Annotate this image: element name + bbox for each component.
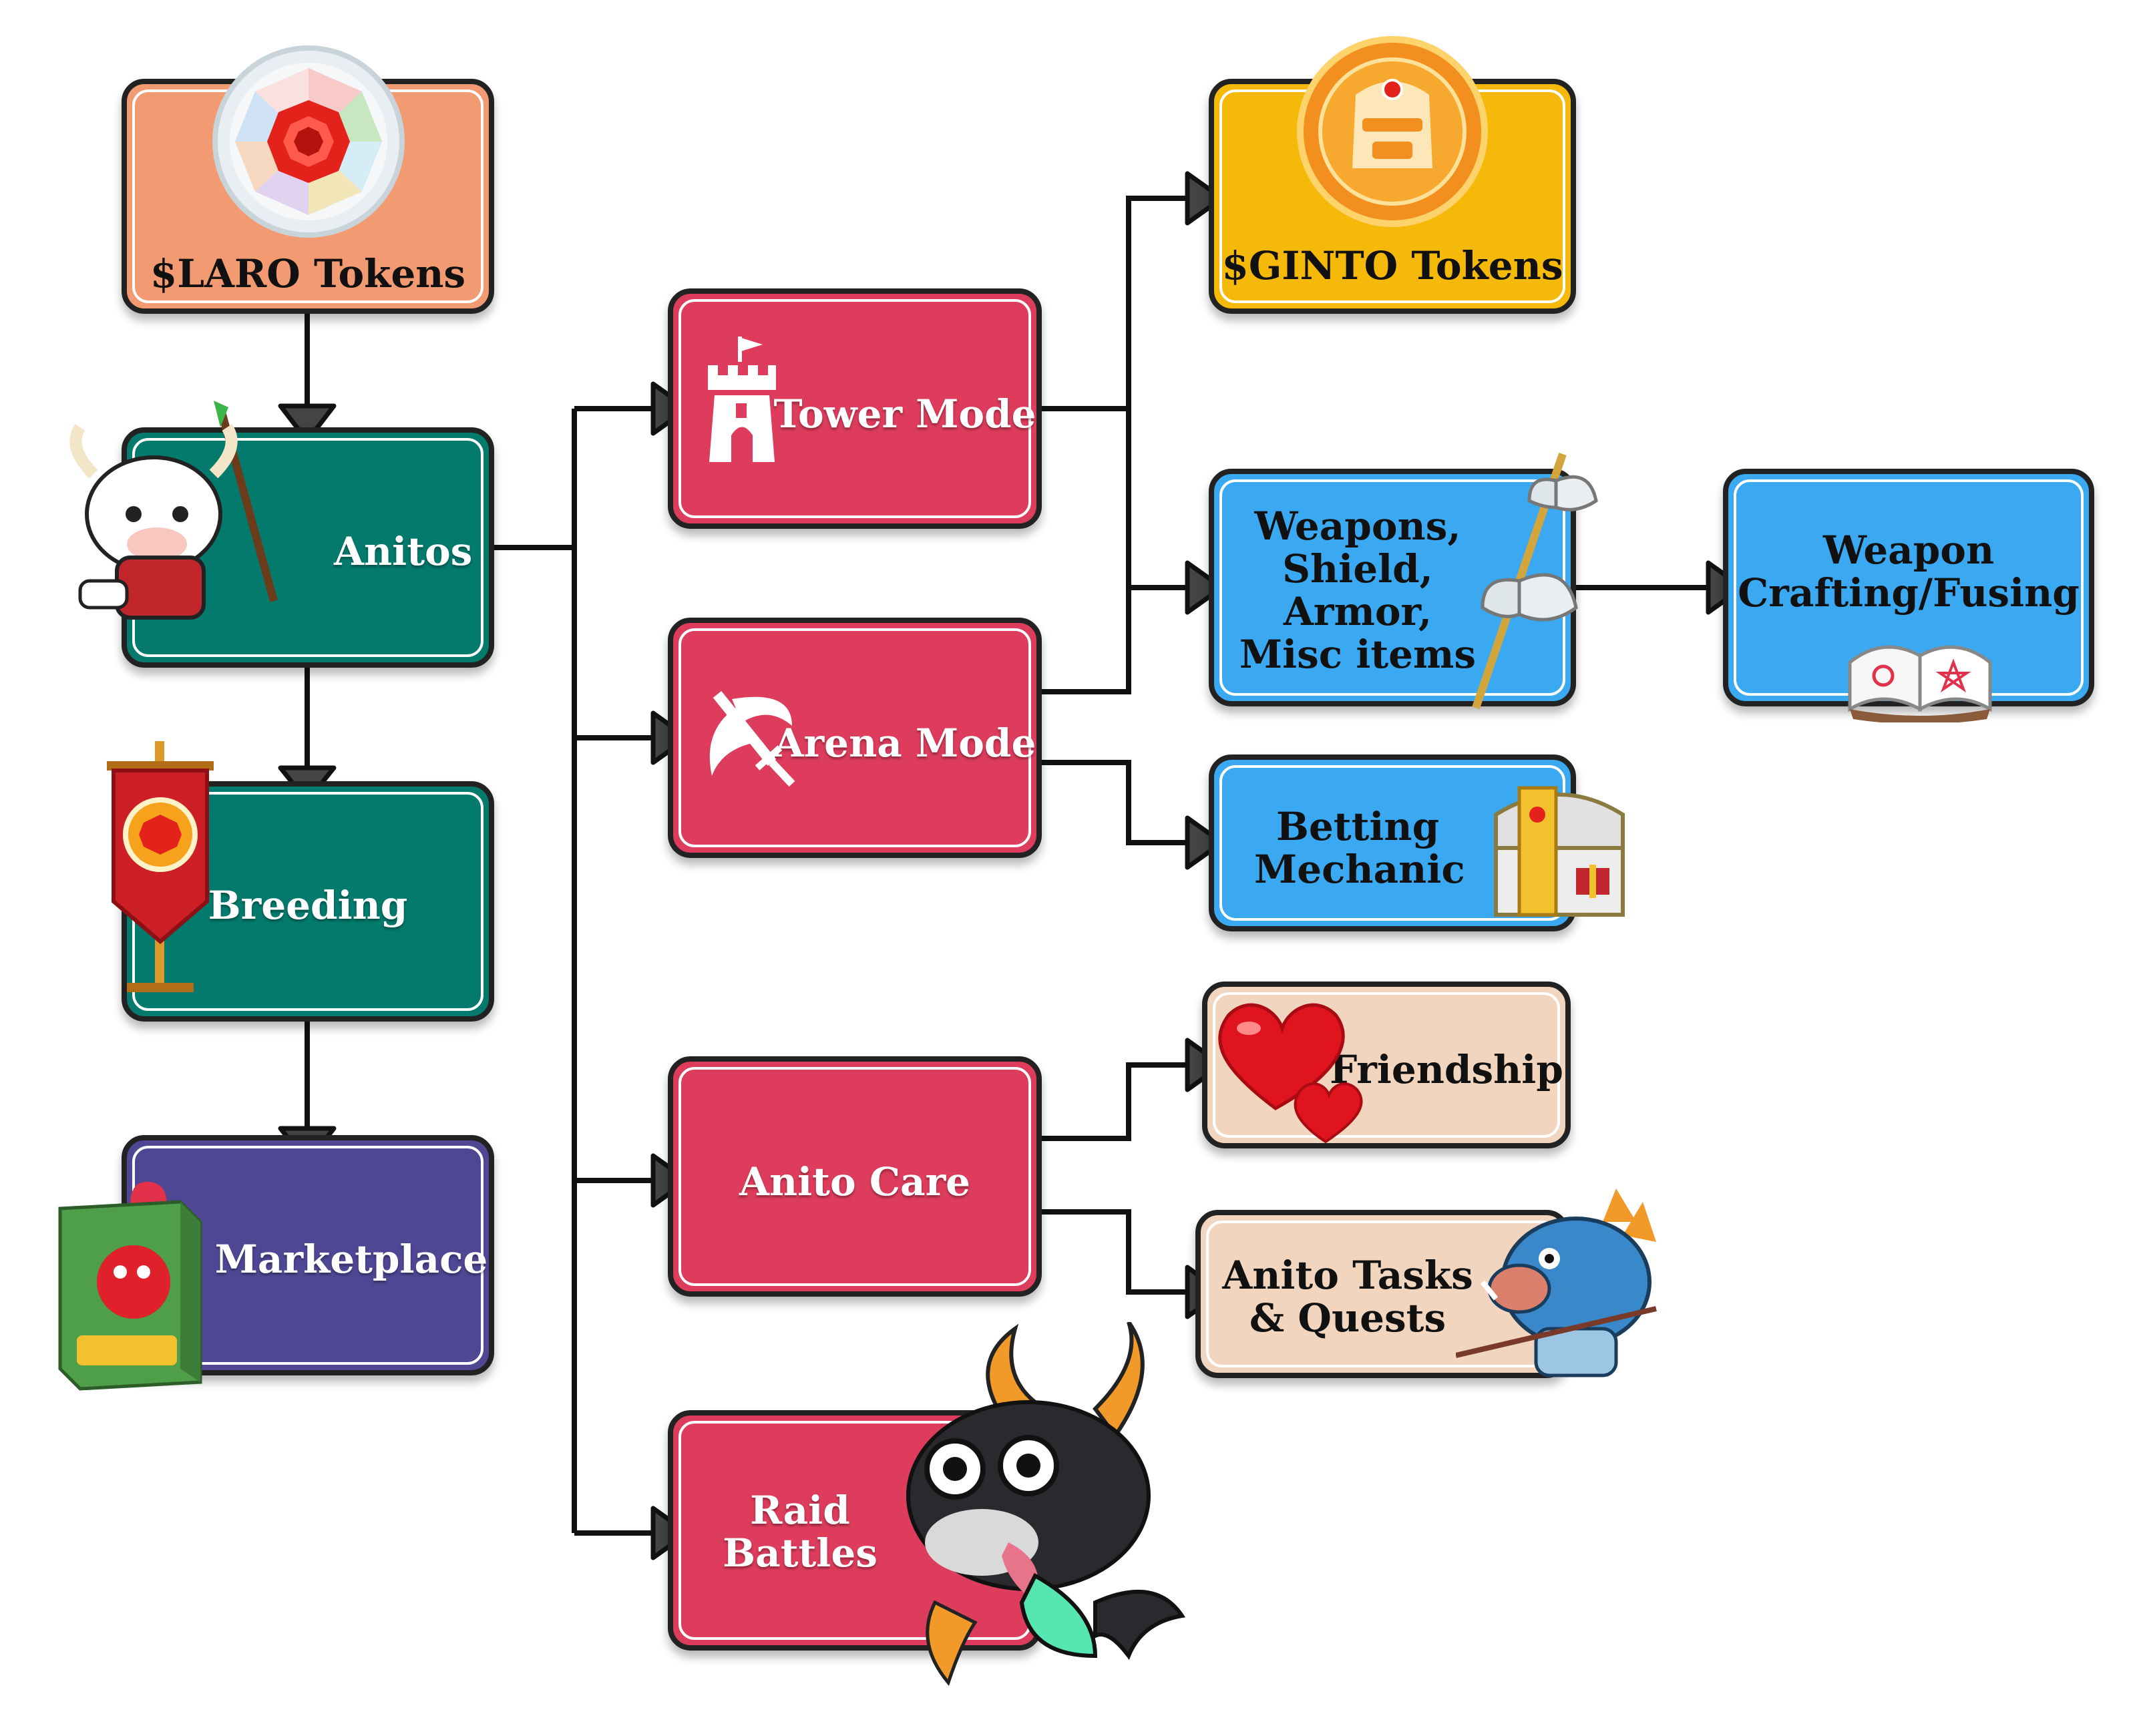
collectible-box-icon [58, 1182, 202, 1391]
crossed-swords-icon [709, 690, 795, 787]
weapons-line1: Weapons, [1254, 503, 1461, 549]
anito-tasks-line1: Anito Tasks [1222, 1253, 1473, 1298]
arena-mode-node[interactable]: Arena Mode [668, 618, 1042, 858]
weapons-line2: Shield, [1282, 546, 1433, 592]
anito-care-label: Anito Care [739, 1159, 971, 1205]
marketplace-label: Marketplace [214, 1237, 488, 1282]
weapons-label: Weapons, Shield, Armor, Misc items [1234, 505, 1481, 676]
open-book-icon [1848, 645, 1992, 722]
weapons-line3: Armor, [1283, 589, 1432, 634]
raid-battles-line2: Battles [723, 1530, 878, 1576]
anito-care-node[interactable]: Anito Care [668, 1056, 1042, 1297]
anitos-label: Anitos [334, 529, 473, 574]
laro-gem-coin-icon [212, 45, 405, 238]
raid-battles-label: Raid Battles [713, 1489, 887, 1574]
anito-tasks-label: Anito Tasks & Quests [1214, 1254, 1481, 1339]
weapon-crafting-label: Weapon Crafting/Fusing [1728, 529, 2089, 614]
weapon-crafting-line1: Weapon [1822, 527, 1995, 573]
ginto-tokens-label: $GINTO Tokens [1221, 243, 1563, 288]
axe-weapon-icon [1472, 453, 1598, 709]
banner-icon [107, 741, 214, 992]
weapons-line4: Misc items [1239, 632, 1477, 677]
weapon-crafting-line2: Crafting/Fusing [1738, 570, 2080, 616]
dragon-mascot-icon [906, 1322, 1186, 1687]
anito-tasks-line2: & Quests [1249, 1295, 1446, 1341]
cow-warrior-icon [69, 401, 278, 620]
marketplace-node[interactable]: Marketplace [122, 1135, 494, 1375]
friendship-label: Friendship [1330, 1047, 1563, 1092]
raid-battles-line1: Raid [750, 1488, 850, 1533]
ginto-coin-icon [1297, 36, 1488, 227]
arena-mode-label: Arena Mode [773, 720, 1036, 766]
breeding-label: Breeding [208, 883, 408, 928]
weapons-node[interactable]: Weapons, Shield, Armor, Misc items [1209, 469, 1576, 706]
laro-tokens-label: $LARO Tokens [150, 251, 466, 296]
betting-mechanic-node[interactable]: Betting Mechanic [1209, 754, 1576, 931]
tower-mode-node[interactable]: Tower Mode [668, 288, 1042, 529]
boar-warrior-icon [1456, 1188, 1657, 1377]
hearts-icon [1218, 1003, 1363, 1144]
betting-mechanic-line1: Betting [1276, 804, 1440, 849]
tower-icon [708, 337, 776, 462]
betting-mechanic-line2: Mechanic [1254, 847, 1465, 892]
betting-mechanic-label: Betting Mechanic [1254, 804, 1465, 892]
tower-mode-label: Tower Mode [773, 391, 1036, 437]
treasure-chest-icon [1494, 786, 1625, 917]
